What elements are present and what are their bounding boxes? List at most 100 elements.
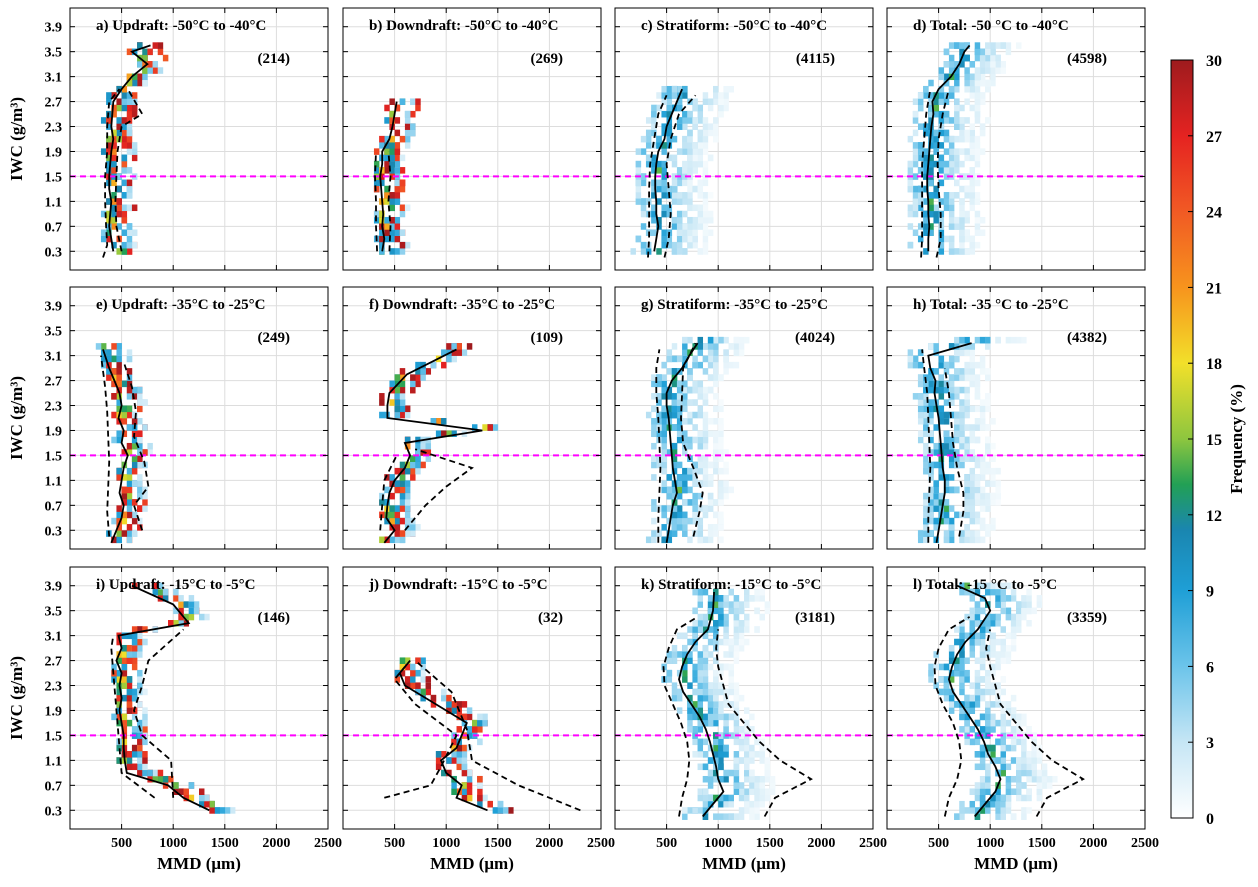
heatmap-cell — [964, 192, 970, 199]
heatmap-cell — [100, 355, 107, 363]
heatmap-cell — [676, 517, 683, 525]
heatmap-cell — [131, 751, 138, 758]
heatmap-cell — [948, 160, 955, 168]
heatmap-cell — [656, 167, 662, 174]
heatmap-cell — [969, 800, 976, 808]
heatmap-cell — [948, 92, 955, 99]
heatmap-cell — [697, 343, 704, 350]
heatmap-cell — [959, 198, 965, 205]
heatmap-cell — [111, 210, 117, 218]
heatmap-cell — [1005, 775, 1012, 783]
heatmap-cell — [671, 198, 678, 205]
heatmap-cell — [389, 223, 395, 230]
heatmap-cell — [749, 800, 755, 808]
x-tick-label: 2500 — [859, 836, 887, 851]
heatmap-cell — [702, 418, 709, 425]
heatmap-cell — [707, 694, 714, 702]
heatmap-cell — [1021, 782, 1027, 789]
heatmap-cell — [979, 61, 986, 68]
heatmap-cell — [682, 92, 688, 99]
heatmap-cell — [917, 167, 924, 174]
heatmap-cell — [446, 707, 452, 714]
colorbar-tick-label: 3 — [1206, 735, 1214, 752]
x-tick-label: 1000 — [432, 836, 460, 851]
heatmap-cell — [399, 474, 406, 481]
heatmap-cell — [651, 117, 657, 124]
heatmap-cell — [697, 204, 704, 212]
heatmap-cell — [938, 499, 945, 506]
heatmap-cell — [738, 620, 745, 627]
panel-title: h) Total: -35 °C to -25°C — [913, 297, 1069, 313]
heatmap-cell — [199, 794, 205, 802]
heatmap-cell — [928, 430, 934, 438]
heatmap-cell — [912, 173, 919, 180]
heatmap-cell — [682, 336, 688, 344]
heatmap-cell — [126, 167, 133, 174]
heatmap-cell — [928, 380, 934, 388]
heatmap-cell — [907, 361, 914, 369]
heatmap-cell — [147, 67, 153, 74]
heatmap-cell — [938, 676, 945, 683]
heatmap-cell — [959, 216, 965, 224]
p75-line — [404, 448, 474, 531]
heatmap-cell — [749, 813, 755, 820]
heatmap-cell — [137, 461, 143, 469]
heatmap-cell — [912, 98, 919, 105]
y-tick-label: 1.5 — [45, 729, 63, 744]
heatmap-cell — [974, 210, 981, 218]
heatmap-cell — [671, 517, 678, 525]
heatmap-cell — [379, 492, 385, 500]
heatmap-cell — [723, 85, 729, 93]
heatmap-cell — [692, 607, 698, 615]
heatmap-cell — [917, 123, 924, 130]
heatmap-cell — [399, 486, 406, 494]
heatmap-cell — [959, 455, 965, 462]
heatmap-cell — [661, 210, 667, 218]
heatmap-cell — [974, 229, 981, 236]
heatmap-cell — [697, 455, 704, 462]
heatmap-cell — [738, 782, 745, 789]
heatmap-cell — [472, 424, 478, 431]
heatmap-cell — [707, 98, 714, 105]
heatmap-cell — [995, 582, 1001, 590]
heatmap-cell — [1026, 775, 1032, 783]
heatmap-cell — [744, 588, 750, 596]
heatmap-cell — [933, 368, 939, 375]
heatmap-cell — [713, 98, 719, 105]
heatmap-cell — [917, 436, 924, 444]
heatmap-cell — [969, 374, 976, 381]
y-tick-label: 1.5 — [45, 449, 63, 464]
median-line — [927, 342, 972, 543]
heatmap-cell — [415, 669, 421, 677]
heatmap-cell — [707, 461, 714, 469]
heatmap-cell — [131, 110, 138, 118]
y-tick-label: 1.1 — [45, 754, 63, 769]
heatmap-cell — [142, 626, 148, 633]
heatmap-cell — [645, 536, 652, 544]
heatmap-cell — [682, 449, 688, 456]
p25-line — [921, 349, 932, 543]
heatmap-cell — [671, 399, 678, 406]
heatmap-cell — [985, 436, 991, 444]
heatmap-cell — [661, 241, 667, 249]
heatmap-cell — [687, 154, 693, 162]
heatmap-cell — [702, 644, 709, 652]
heatmap-cell — [131, 530, 138, 537]
heatmap-cell — [759, 788, 765, 795]
heatmap-cell — [116, 204, 122, 212]
heatmap-cell — [702, 192, 709, 199]
heatmap-cell — [651, 393, 657, 400]
heatmap-cell — [126, 386, 133, 394]
heatmap-cell — [959, 632, 965, 640]
heatmap-cell — [979, 638, 986, 646]
heatmap-cell — [111, 216, 117, 224]
heatmap-cell — [990, 61, 996, 68]
colorbar-tick-label: 24 — [1206, 205, 1222, 222]
heatmap-cell — [1005, 707, 1012, 714]
heatmap-cell — [702, 682, 709, 689]
heatmap-cell — [979, 517, 986, 525]
heatmap-cell — [985, 669, 991, 677]
heatmap-cell — [959, 676, 965, 683]
heatmap-cell — [126, 676, 133, 683]
